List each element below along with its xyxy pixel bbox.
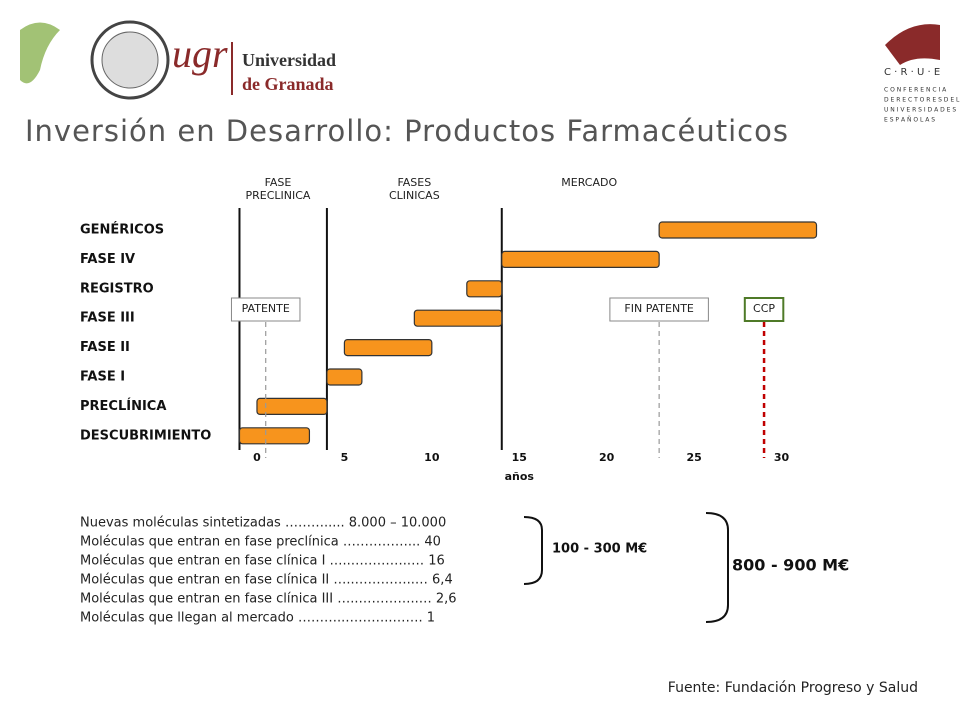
row-label: PRECLÍNICA	[80, 398, 166, 414]
note-line: Moléculas que entran en fase clínica I ……	[80, 554, 445, 569]
bracket-small: 100 - 300 M€	[552, 542, 647, 557]
row-label: GENÉRICOS	[80, 222, 164, 238]
marker-label: FIN PATENTE	[624, 302, 694, 315]
bar	[343, 339, 433, 357]
x-tick-label: 15	[512, 451, 527, 464]
slide-title: Inversión en Desarrollo: Productos Farma…	[25, 114, 789, 148]
marker-box	[743, 297, 785, 322]
row-label: FASE II	[80, 340, 130, 355]
marker-box	[609, 297, 709, 322]
note-line: Moléculas que entran en fase clínica II …	[80, 573, 453, 588]
phase-label: MERCADO	[561, 176, 617, 189]
crue-text: C · R · U · E C O N F E R E N C I A D E R …	[884, 67, 960, 124]
bar	[326, 368, 363, 386]
phase-label: CLINICAS	[389, 189, 440, 202]
bar	[501, 250, 660, 268]
phase-label: FASE	[265, 176, 292, 189]
gantt-chart: GENÉRICOS FASE IV REGISTRO FASE III FASE II F…	[80, 176, 818, 483]
x-axis-label: años	[505, 470, 535, 483]
university-line: Universidad	[242, 50, 336, 70]
bar	[238, 427, 311, 445]
row-label: FASE IV	[80, 252, 135, 267]
row-label: REGISTRO	[80, 281, 154, 296]
notes: Nuevas moléculas sintetizadas ………..... 8…	[80, 516, 457, 626]
crue-line: D E R E C T O R E S D E L A S	[884, 97, 960, 104]
bar	[256, 397, 328, 415]
bar	[413, 309, 503, 327]
note-line: Moléculas que entran en fase clínica III…	[80, 592, 457, 607]
source: Fuente: Fundación Progreso y Salud	[668, 680, 918, 696]
row-label: FASE III	[80, 311, 135, 326]
university-line: de Granada	[242, 74, 334, 94]
note-line: Nuevas moléculas sintetizadas ………..... 8…	[80, 516, 446, 531]
phase-label: FASES	[397, 176, 431, 189]
logo-ugr: ugr	[172, 31, 228, 76]
x-tick-label: 25	[686, 451, 701, 464]
row-label: DESCUBRIMIENTO	[80, 428, 211, 443]
phase-label: PRECLINICA	[245, 189, 310, 202]
marker-label: CCP	[753, 302, 775, 315]
crue-line: C O N F E R E N C I A	[884, 87, 947, 94]
marker-label: PATENTE	[242, 302, 290, 315]
note-line: Moléculas que entran en fase preclínica …	[80, 535, 441, 550]
logo-left	[20, 20, 170, 100]
x-tick-label: 10	[424, 451, 440, 464]
note-line: Moléculas que llegan al mercado ………..…………	[80, 611, 435, 626]
marker-box	[230, 297, 301, 322]
x-tick-label: 5	[341, 451, 349, 464]
crue-line: U N I V E R S I D A D E S	[884, 107, 956, 114]
crue-line: C · R · U · E	[884, 67, 940, 78]
x-tick-label: 0	[253, 451, 261, 464]
bar	[466, 280, 503, 298]
x-tick-label: 20	[599, 451, 615, 464]
bracket-large: 800 - 900 M€	[732, 556, 849, 575]
x-tick-label: 30	[774, 451, 790, 464]
crue-logo	[885, 24, 940, 65]
bar	[658, 221, 818, 239]
crue-line: E S P A Ñ O L A S	[884, 117, 935, 124]
row-label: FASE I	[80, 370, 125, 385]
